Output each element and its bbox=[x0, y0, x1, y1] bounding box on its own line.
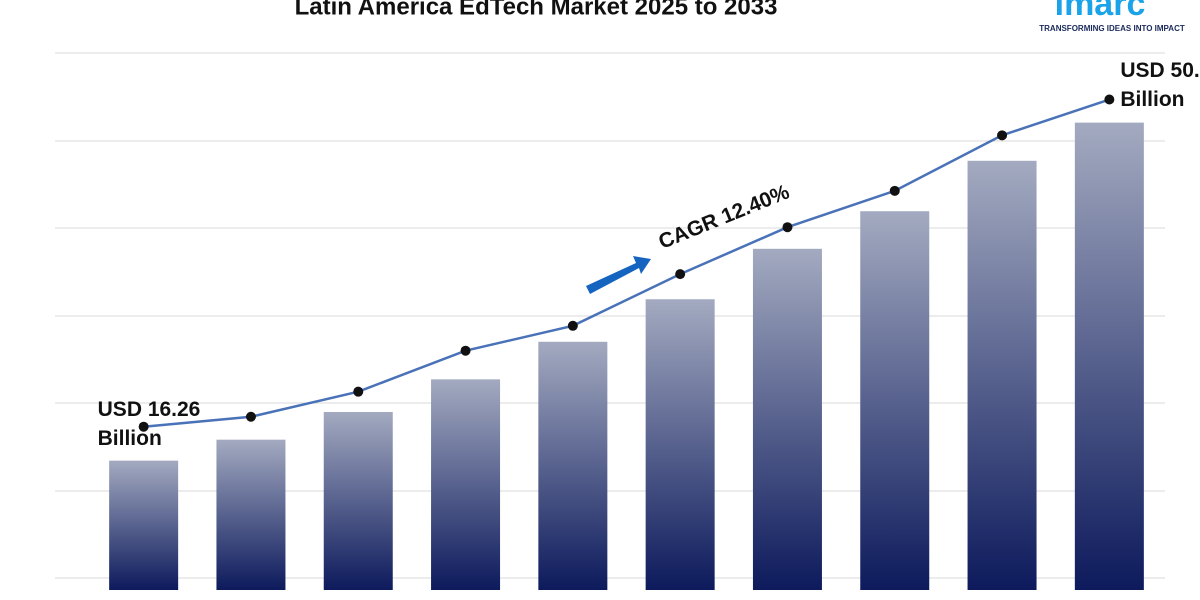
annotation: CAGR 12.40% bbox=[655, 180, 793, 253]
line-point bbox=[567, 320, 578, 331]
line-point bbox=[353, 386, 364, 397]
bar bbox=[323, 411, 393, 590]
bar bbox=[752, 248, 822, 591]
line-point bbox=[460, 345, 471, 356]
annotation: Billion bbox=[98, 427, 162, 450]
line-point bbox=[245, 411, 256, 422]
bar bbox=[1074, 122, 1144, 590]
annotation: USD 16.26 bbox=[98, 398, 201, 421]
bar bbox=[538, 341, 608, 590]
cagr-arrow bbox=[586, 256, 651, 294]
bar bbox=[860, 211, 930, 590]
logo: imarc bbox=[1055, 0, 1146, 23]
line-point bbox=[1104, 94, 1115, 105]
annotation: Billion bbox=[1120, 88, 1184, 111]
line-point bbox=[782, 222, 793, 233]
bar bbox=[216, 439, 286, 590]
bar bbox=[109, 460, 179, 590]
line-point bbox=[997, 130, 1008, 141]
marks bbox=[109, 94, 1144, 591]
bar bbox=[645, 299, 715, 590]
bar bbox=[431, 379, 501, 590]
annotation: USD 50.44 bbox=[1120, 59, 1200, 82]
line bbox=[143, 98, 1110, 428]
logo-tagline: TRANSFORMING IDEAS INTO IMPACT bbox=[1039, 24, 1185, 33]
line-point bbox=[889, 185, 900, 196]
line-point bbox=[675, 269, 686, 280]
chart-title: Latin America EdTech Market 2025 to 2033 bbox=[295, 0, 778, 20]
bar bbox=[967, 160, 1037, 590]
line-point bbox=[138, 421, 149, 432]
